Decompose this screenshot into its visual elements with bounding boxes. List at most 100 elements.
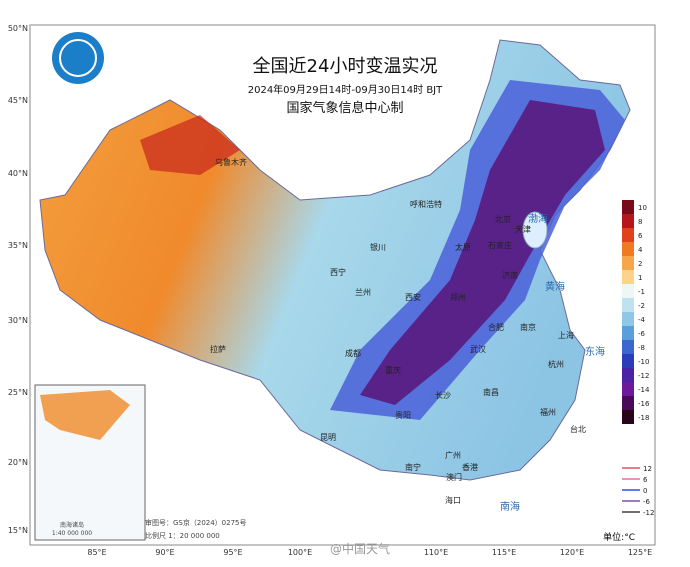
city-label: 兰州 [355, 287, 371, 297]
contour-label: -6 [643, 498, 651, 506]
legend-swatch [622, 214, 634, 228]
legend-swatch [622, 368, 634, 382]
legend-swatch [622, 270, 634, 284]
legend-swatch [622, 340, 634, 354]
sea-label: 渤海 [528, 212, 548, 225]
lat-label: 35°N [8, 241, 28, 250]
logo [52, 32, 104, 84]
city-label: 呼和浩特 [410, 199, 442, 209]
legend-label: -18 [638, 414, 649, 422]
legend-label: 10 [638, 204, 647, 212]
lon-label: 100°E [288, 548, 312, 557]
legend-label: 2 [638, 260, 642, 268]
lon-label: 110°E [424, 548, 448, 557]
city-label: 拉萨 [210, 344, 226, 354]
inset-scale: 1:40 000 000 [52, 530, 92, 537]
legend-label: -14 [638, 386, 650, 394]
city-label: 台北 [570, 424, 586, 434]
city-label: 杭州 [548, 359, 564, 369]
lat-label: 30°N [8, 316, 28, 325]
legend-label: -4 [638, 316, 646, 324]
lon-label: 90°E [155, 548, 174, 557]
legend-label: 1 [638, 274, 642, 282]
city-label: 银川 [370, 242, 386, 252]
legend-label: -1 [638, 288, 645, 296]
legend-label: -10 [638, 358, 649, 366]
legend-swatch [622, 410, 634, 424]
city-label: 北京 [495, 214, 511, 224]
city-label: 长沙 [435, 390, 451, 400]
legend-swatch [622, 256, 634, 270]
contour-label: 12 [643, 465, 652, 473]
city-label: 西宁 [330, 267, 346, 277]
unit: 单位:°C [603, 531, 635, 543]
city-label: 南宁 [405, 462, 421, 472]
city-label: 太原 [455, 242, 471, 252]
city-label: 南昌 [483, 387, 499, 397]
lon-label: 125°E [628, 548, 652, 557]
legend-swatch [622, 312, 634, 326]
city-label: 昆明 [320, 433, 336, 442]
legend-swatch [622, 354, 634, 368]
legend-label: -16 [638, 400, 650, 408]
city-label: 西安 [405, 292, 421, 302]
lat-label: 45°N [8, 96, 28, 105]
lon-label: 115°E [492, 548, 516, 557]
legend-label: -12 [638, 372, 649, 380]
legend-swatch [622, 228, 634, 242]
inset-land [40, 390, 130, 440]
city-label: 上海 [558, 330, 574, 340]
legend-swatch [622, 298, 634, 312]
color-legend: 10 8 6 4 2 1 -1 -2 -4 -6 -8 -10 -12 -14 -16 -18 [622, 200, 650, 424]
legend-swatch [622, 242, 634, 256]
city-label: 成都 [345, 348, 361, 358]
contour-legend: 12 6 0 -6 -12 [622, 465, 654, 517]
city-label: 广州 [445, 450, 461, 460]
city-label: 南京 [520, 322, 536, 332]
legend-swatch [622, 326, 634, 340]
cooling-zone-core [360, 100, 605, 405]
legend-swatch [622, 396, 634, 410]
legend-label: -8 [638, 344, 645, 352]
lat-labels: 50°N 45°N 40°N 35°N 30°N 25°N 20°N 15°N [8, 24, 28, 535]
city-label: 海口 [445, 495, 461, 505]
sea [522, 211, 548, 249]
city-label: 贵阳 [395, 410, 411, 420]
contour-label: -12 [643, 509, 654, 517]
lat-label: 40°N [8, 169, 28, 178]
city-label: 郑州 [450, 292, 466, 302]
legend-label: 6 [638, 232, 643, 240]
contour-label: 6 [643, 476, 648, 484]
lat-label: 25°N [8, 388, 28, 397]
lat-label: 20°N [8, 458, 28, 467]
sea-label: 南海 [500, 500, 520, 513]
city-label: 乌鲁木齐 [215, 157, 247, 167]
review-number: 审图号：GS京（2024）0275号 [145, 518, 247, 527]
watermark: @中国天气 [330, 541, 390, 556]
sea-label: 东海 [585, 345, 605, 358]
legend-swatch [622, 284, 634, 298]
lat-label: 15°N [8, 526, 28, 535]
legend-label: 8 [638, 218, 642, 226]
legend-label: -2 [638, 302, 645, 310]
agency: 国家气象信息中心制 [286, 100, 403, 116]
lon-label: 120°E [560, 548, 584, 557]
warm-zone-north [140, 115, 240, 175]
scale: 比例尺 1：20 000 000 [145, 531, 220, 540]
lon-label: 95°E [223, 548, 242, 557]
city-label: 澳门 [446, 472, 462, 482]
inset-title: 南海诸岛 [60, 521, 84, 529]
city-label: 石家庄 [488, 240, 512, 250]
lon-labels: 85°E 90°E 95°E 100°E 110°E 115°E 120°E 125°E [87, 548, 652, 557]
city-label: 香港 [462, 462, 478, 472]
legend-swatch [622, 200, 634, 214]
legend-label: 4 [638, 246, 643, 254]
lat-label: 50°N [8, 24, 28, 33]
city-label: 武汉 [470, 344, 486, 354]
city-label: 重庆 [385, 365, 401, 375]
legend-label: -6 [638, 330, 646, 338]
contour-label: 0 [643, 487, 647, 495]
subtitle: 2024年09月29日14时-09月30日14时 BJT [248, 83, 443, 96]
city-label: 济南 [502, 270, 518, 280]
